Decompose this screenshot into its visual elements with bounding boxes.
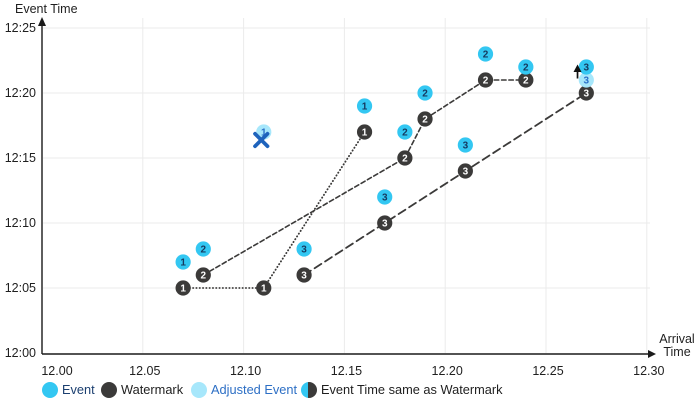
adjusted-event-marker-3: 3 (578, 72, 594, 88)
watermark-marker-2: 2 (195, 267, 211, 283)
x-tick-label: 12.30 (633, 364, 665, 378)
x-axis-arrow-icon (648, 350, 656, 358)
half-event-watermark-legend-icon (301, 381, 317, 398)
watermark-line-3 (303, 92, 588, 276)
legend-item-watermark: Watermark (101, 381, 183, 398)
y-tick-label: 12:05 (4, 281, 36, 295)
legend-label-watermark: Watermark (121, 382, 184, 397)
event-marker-2: 2 (477, 46, 494, 62)
watermark-line-1 (182, 131, 366, 289)
svg-text:2: 2 (200, 271, 206, 282)
x-tick-label: 12.05 (129, 364, 161, 378)
x-axis-title: Arrival Time (659, 332, 695, 359)
svg-text:2: 2 (523, 63, 529, 74)
event-marker-3: 3 (377, 189, 393, 205)
x-tick-label: 12.25 (532, 364, 564, 378)
event-marker-1: 1 (356, 98, 373, 114)
watermark-marker-3: 3 (377, 215, 393, 231)
legend-label-event-time-same-as-watermark: Event Time same as Watermark (321, 382, 503, 397)
svg-text:3: 3 (584, 76, 590, 87)
legend-label-adjusted-event: Adjusted Event (211, 382, 298, 397)
legend-item-event-time-same-as-watermark: Event Time same as Watermark (301, 381, 503, 398)
event-legend-icon (42, 381, 58, 398)
svg-text:3: 3 (382, 193, 388, 204)
x-tick-label: 12.20 (431, 364, 463, 378)
svg-text:2: 2 (483, 50, 489, 61)
adjusted-event-legend-icon (191, 381, 207, 398)
svg-text:1: 1 (180, 258, 186, 269)
watermark-marker-3: 3 (578, 85, 594, 101)
watermark-legend-icon (101, 381, 117, 398)
watermark-marker-2: 2 (518, 72, 534, 88)
svg-text:1: 1 (261, 128, 267, 139)
watermark-marker-2: 2 (417, 111, 433, 127)
y-tick-label: 12:25 (4, 21, 36, 35)
legend: Event Watermark Adjusted Event Event Tim… (0, 381, 696, 399)
svg-text:2: 2 (422, 89, 428, 100)
y-axis-title: Event Time (15, 2, 78, 16)
watermark-marker-1: 1 (256, 280, 272, 296)
event-marker-1: 1 (175, 254, 191, 270)
event-marker-2: 2 (195, 241, 211, 257)
y-tick-label: 12:20 (4, 86, 36, 100)
legend-label-event: Event (62, 382, 95, 397)
svg-text:3: 3 (301, 245, 307, 256)
watermark-marker-1: 1 (175, 280, 191, 296)
svg-text:2: 2 (523, 76, 529, 87)
svg-text:2: 2 (200, 245, 206, 256)
svg-text:2: 2 (402, 154, 408, 165)
svg-text:3: 3 (382, 219, 388, 230)
svg-text:3: 3 (584, 89, 590, 100)
svg-text:3: 3 (301, 271, 307, 282)
svg-text:2: 2 (402, 128, 408, 139)
legend-item-adjusted-event: Adjusted Event (191, 381, 297, 398)
watermark-marker-3: 3 (457, 163, 473, 179)
svg-text:3: 3 (584, 63, 590, 74)
watermark-marker-2: 2 (397, 150, 413, 166)
x-tick-label: 12.15 (330, 364, 363, 378)
event-marker-3: 3 (457, 137, 473, 153)
watermark-marker-1: 1 (356, 124, 373, 140)
svg-text:3: 3 (463, 167, 469, 178)
event-marker-2: 2 (397, 124, 413, 140)
adjusted-up-arrow-icon (573, 64, 582, 72)
y-tick-label: 12:15 (4, 151, 36, 165)
svg-text:1: 1 (362, 128, 368, 139)
event-marker-2: 2 (417, 85, 433, 101)
svg-text:2: 2 (483, 76, 489, 87)
legend-item-event: Event (42, 381, 95, 398)
y-tick-label: 12:00 (4, 346, 36, 360)
svg-text:1: 1 (180, 284, 186, 295)
watermark-marker-3: 3 (296, 267, 312, 283)
x-tick-label: 12.10 (229, 364, 262, 378)
watermark-marker-2: 2 (477, 72, 494, 88)
y-axis-arrow-icon (38, 17, 46, 26)
event-marker-3: 3 (296, 241, 312, 257)
svg-text:1: 1 (362, 102, 368, 113)
y-tick-label: 12:10 (4, 216, 36, 230)
x-tick-label: 12.00 (41, 364, 73, 378)
svg-text:1: 1 (261, 284, 267, 295)
svg-text:2: 2 (422, 115, 428, 126)
event-marker-3: 3 (578, 59, 594, 75)
dropped-event-x-icon (253, 131, 270, 149)
svg-text:3: 3 (463, 141, 469, 152)
event-marker-2: 2 (518, 59, 534, 75)
